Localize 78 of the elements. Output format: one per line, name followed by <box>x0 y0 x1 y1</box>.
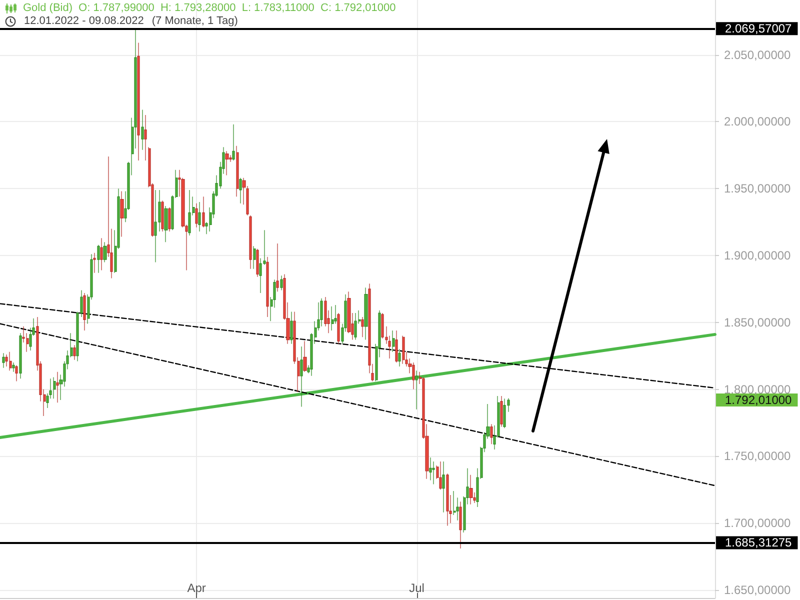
y-tick-label: 1.700,00000 <box>724 516 792 530</box>
candlestick <box>395 330 398 363</box>
y-tick-label: 1.850,00000 <box>724 315 792 330</box>
y-tick-label: 1.750,00000 <box>724 449 792 464</box>
candlestick <box>412 362 415 390</box>
candlestick <box>303 340 307 372</box>
candlestick <box>137 42 140 161</box>
candlestick <box>364 287 368 340</box>
candlestick <box>432 461 435 485</box>
y-tick-label: 2.000,00000 <box>724 114 792 129</box>
candlestick <box>161 200 164 232</box>
candlestick <box>93 252 96 274</box>
candlestick <box>402 335 405 364</box>
candlestick <box>236 146 239 197</box>
candlestick <box>276 243 279 292</box>
candlestick <box>83 292 86 331</box>
x-tick-label: Apr <box>187 581 206 595</box>
chart-title: Gold (Bid) <box>23 2 73 15</box>
candlestick <box>5 354 8 367</box>
candlestick <box>15 364 18 382</box>
candlestick <box>392 330 395 352</box>
candlestick <box>188 190 191 236</box>
candlestick <box>337 312 340 344</box>
candlestick <box>439 461 442 490</box>
ref-line-label: 1.685,31275 <box>725 536 792 550</box>
candlestick <box>120 191 124 238</box>
candlestick <box>19 332 22 379</box>
candlestick <box>198 202 201 232</box>
candlestick <box>164 206 168 242</box>
annotation: 12.01.2022 - 09.08.2022 <box>24 15 144 28</box>
candlestick <box>154 190 157 263</box>
candlestick <box>266 256 269 318</box>
candlestick <box>12 362 15 372</box>
candlestick <box>168 207 171 232</box>
y-tick-label: 1.950,00000 <box>724 182 792 196</box>
candlestick <box>195 203 198 228</box>
candlestick <box>280 275 283 291</box>
candlestick <box>73 344 76 360</box>
candlestick <box>469 474 473 505</box>
candlestick <box>253 246 256 270</box>
candlestick <box>9 352 12 371</box>
candlestick <box>202 196 205 228</box>
candlestick <box>503 398 506 428</box>
candlestick <box>442 461 445 513</box>
candlestick <box>249 215 252 270</box>
candlestick <box>500 396 503 428</box>
candlestick <box>459 501 462 549</box>
candlestick <box>56 372 59 403</box>
candlestick <box>144 114 147 161</box>
candlestick <box>100 238 103 271</box>
candlestick <box>239 178 242 204</box>
candlestick <box>290 311 293 344</box>
candlestick <box>320 298 323 327</box>
candlestick <box>53 376 56 399</box>
y-tick-label: 1.900,00000 <box>724 248 792 263</box>
x-tick-label: Jul <box>409 581 424 595</box>
candlestick <box>225 150 229 176</box>
y-tick-label: 2.050,00000 <box>724 48 792 62</box>
candlestick <box>398 348 401 367</box>
candlestick <box>300 346 303 407</box>
candlestick <box>415 370 418 410</box>
candlestick <box>2 352 5 368</box>
candlestick <box>361 316 364 338</box>
chart-subtitle: O: 1.787,99000 H: 1.793,28000 L: 1.783,11000 C: 1.792,01000 <box>78 2 396 15</box>
ref-line-label: 2.069,57007 <box>725 22 792 36</box>
y-tick-label: 1.800,00000 <box>724 382 792 396</box>
candlestick <box>141 109 144 150</box>
candlestick <box>232 124 235 161</box>
candlestick <box>97 244 100 274</box>
annotation: (7 Monate, 1 Tag) <box>152 15 238 28</box>
candlestick <box>446 473 449 526</box>
candlestick <box>331 306 334 331</box>
y-tick-label: 1.650,00000 <box>724 582 792 597</box>
candlestick <box>429 457 432 481</box>
candlestick <box>490 424 493 444</box>
candlestick <box>256 248 259 278</box>
candlestick <box>354 312 357 340</box>
candlestick <box>103 242 107 263</box>
